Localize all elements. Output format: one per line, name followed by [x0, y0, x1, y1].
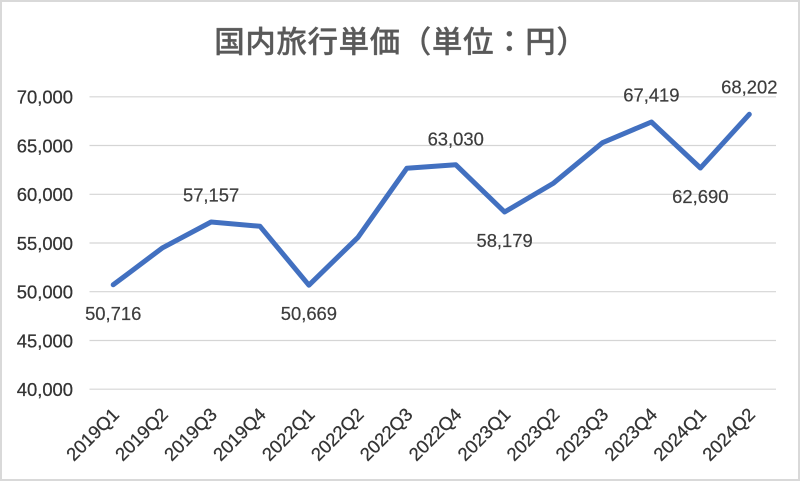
svg-text:58,179: 58,179 — [476, 230, 532, 251]
svg-text:63,030: 63,030 — [428, 128, 484, 149]
svg-text:50,716: 50,716 — [85, 303, 141, 324]
svg-text:68,202: 68,202 — [721, 76, 777, 97]
svg-text:40,000: 40,000 — [17, 379, 73, 400]
svg-text:45,000: 45,000 — [17, 330, 73, 351]
svg-text:57,157: 57,157 — [183, 184, 239, 205]
svg-text:67,419: 67,419 — [623, 85, 679, 106]
svg-text:50,669: 50,669 — [281, 303, 337, 324]
svg-text:50,000: 50,000 — [17, 282, 73, 303]
svg-text:70,000: 70,000 — [17, 87, 73, 108]
svg-text:65,000: 65,000 — [17, 135, 73, 156]
svg-text:60,000: 60,000 — [17, 184, 73, 205]
svg-text:62,690: 62,690 — [672, 186, 728, 207]
svg-text:55,000: 55,000 — [17, 233, 73, 254]
